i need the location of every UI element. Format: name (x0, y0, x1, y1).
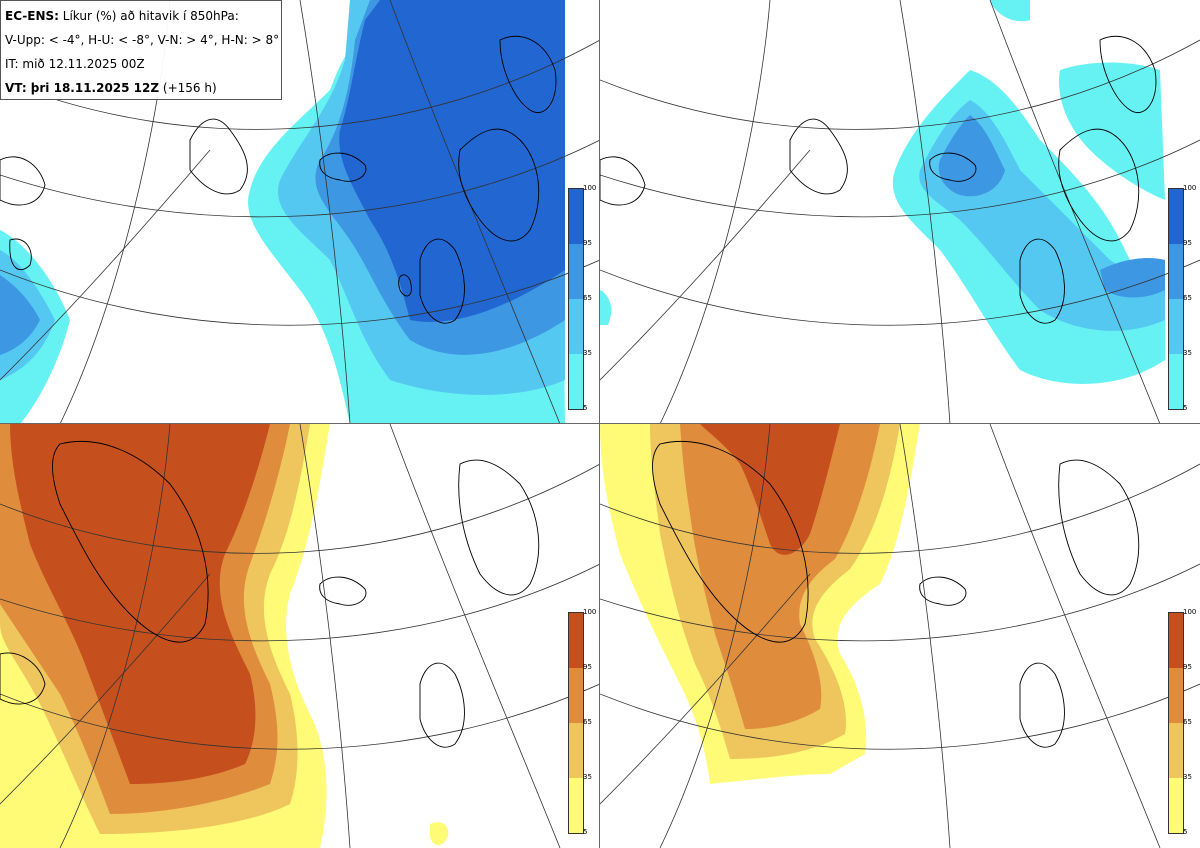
colorbar (1168, 612, 1184, 834)
colorbar-tl: 100 95 65 35 5 (0, 0, 600, 424)
colorbar-labels: 100 95 65 35 5 (1183, 184, 1200, 412)
map-panel-cold-minus-4 (0, 0, 600, 424)
cb-label-5: 5 (583, 404, 588, 412)
map-panel-cold-minus-8 (600, 0, 1200, 424)
valid-time: VT: þri 18.11.2025 12Z (5, 81, 160, 95)
model-name: EC-ENS: (5, 9, 59, 23)
map-svg (0, 424, 600, 848)
colorbar-labels: 100 95 65 35 5 (583, 184, 600, 412)
cb-label-5: 5 (1183, 404, 1188, 412)
variable-desc: Líkur (%) að hitavik í 850hPa: (58, 9, 239, 23)
cb-label-5: 5 (583, 828, 588, 836)
cb-label-5: 5 (1183, 828, 1188, 836)
colorbar-labels: 100 95 65 35 5 (1183, 608, 1200, 836)
colorbar-labels: 100 95 65 35 5 (583, 608, 600, 836)
cb-label-65: 65 (1183, 294, 1192, 302)
colorbar-tr: 100 95 65 35 5 (600, 0, 1200, 424)
colorbar-br: 100 95 65 35 5 (600, 424, 1200, 848)
thresholds-line: V-Upp: < -4°, H-U: < -8°, V-N: > 4°, H-N… (5, 33, 280, 47)
valid-time-line: VT: þri 18.11.2025 12Z (+156 h) (5, 76, 277, 100)
init-time-line: IT: mið 12.11.2025 00Z (5, 57, 145, 71)
cb-label-35: 35 (1183, 773, 1192, 781)
cb-label-65: 65 (1183, 718, 1192, 726)
cb-label-95: 95 (583, 239, 592, 247)
cb-label-100: 100 (1183, 184, 1197, 192)
map-panel-warm-plus-4 (0, 424, 600, 848)
cb-label-35: 35 (583, 349, 592, 357)
colorbar (568, 188, 584, 410)
cb-label-95: 95 (1183, 663, 1192, 671)
panel-divider-horizontal (0, 423, 1200, 424)
prob-region-65 (938, 115, 1005, 197)
prob-region-95 (10, 424, 270, 784)
cb-label-100: 100 (583, 608, 597, 616)
title-line: EC-ENS: Líkur (%) að hitavik í 850hPa: (5, 4, 277, 28)
cb-label-65: 65 (583, 294, 592, 302)
colorbar (1168, 188, 1184, 410)
colorbar-bl: 100 95 65 35 5 (0, 424, 600, 848)
cb-label-100: 100 (1183, 608, 1197, 616)
map-svg (0, 0, 600, 424)
map-svg (600, 424, 1200, 848)
panel-divider-vertical (599, 0, 600, 848)
cb-label-65: 65 (583, 718, 592, 726)
cb-label-35: 35 (583, 773, 592, 781)
lead-time: (+156 h) (159, 81, 217, 95)
cb-label-100: 100 (583, 184, 597, 192)
colorbar (568, 612, 584, 834)
cb-label-95: 95 (583, 663, 592, 671)
map-panel-warm-plus-8 (600, 424, 1200, 848)
map-svg (600, 0, 1200, 424)
cb-label-95: 95 (1183, 239, 1192, 247)
info-box: EC-ENS: Líkur (%) að hitavik í 850hPa: V… (0, 0, 282, 100)
prob-region-65 (680, 424, 880, 729)
cb-label-35: 35 (1183, 349, 1192, 357)
